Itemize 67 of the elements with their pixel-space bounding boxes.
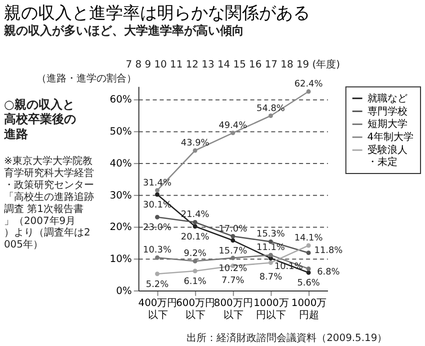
- text: 出所：経済財政諮問会議資料（2009.5.19）: [186, 332, 388, 344]
- y-tick-label: 0%: [116, 286, 132, 297]
- data-label: 15.7%: [218, 246, 248, 256]
- chart-title: 親の収入と進学率は明らかな関係がある: [4, 2, 310, 23]
- text: ※東京大学大学院教育学研究科大学経営・政策研究センター「高校生の進路追跡調査 第1次報告書」（2007年9月）より（調査年は2005年）: [4, 155, 94, 251]
- data-label: 7.7%: [222, 276, 244, 286]
- y-tick-label: 30%: [110, 190, 132, 202]
- data-label: 11.1%: [256, 243, 285, 254]
- data-label: 9.2%: [184, 249, 206, 260]
- data-label: 21.4%: [180, 210, 210, 220]
- point: [155, 192, 160, 197]
- point: [155, 255, 160, 260]
- legend-label: 短期大学: [367, 118, 408, 130]
- chart-subtitle: 親の収入が多いほど、大学進学率が高い傾向: [2, 24, 244, 38]
- data-label: 6.8%: [317, 268, 340, 278]
- point: [230, 130, 236, 136]
- point: [192, 148, 198, 153]
- x-tick-label: 1000万円超: [291, 298, 327, 321]
- data-label: 6.1%: [184, 276, 206, 287]
- point: [230, 238, 236, 243]
- data-label: 62.4%: [294, 80, 323, 90]
- point: [192, 220, 198, 224]
- x-tick-label: 600万円以下: [176, 298, 216, 321]
- data-label: 15.3%: [256, 230, 285, 240]
- x-tick-label: 800万円以下: [214, 298, 253, 321]
- y-tick-label: 40%: [110, 158, 132, 170]
- point: [230, 234, 236, 238]
- legend-label: 専門学校: [367, 105, 408, 118]
- data-label: 10.2%: [218, 264, 248, 274]
- legend-label: 受験浪人・未定: [367, 144, 408, 168]
- point: [192, 258, 198, 264]
- data-label: 11.8%: [314, 246, 343, 256]
- data-label: 10.3%: [143, 246, 172, 256]
- y-tick-label: 20%: [110, 222, 132, 234]
- point: [268, 114, 273, 118]
- y-tick-label: 50%: [110, 126, 132, 138]
- data-label: 49.4%: [218, 120, 248, 131]
- data-label: 20.1%: [180, 232, 210, 242]
- legend-label: 4年制大学: [367, 131, 414, 144]
- data-label: 54.8%: [256, 104, 285, 114]
- point: [192, 268, 198, 274]
- data-label: 31.4%: [143, 178, 172, 188]
- data-label: 23.0%: [143, 223, 172, 234]
- data-label: 43.9%: [180, 138, 210, 149]
- y-tick-label: 10%: [110, 254, 132, 266]
- text: ○親の収入と高校卒業後の進路: [2, 97, 76, 142]
- text: 7 8 9 10 11 12 13 14 15 16 17 18 19 (年度): [126, 58, 340, 70]
- point: [155, 214, 160, 220]
- point: [268, 252, 273, 258]
- point: [306, 250, 311, 256]
- data-label: 8.7%: [259, 272, 282, 283]
- x-tick-label: 1000万円以下: [254, 298, 289, 321]
- point: [230, 256, 236, 260]
- y-tick-label: 60%: [110, 94, 132, 106]
- data-label: 5.6%: [297, 278, 320, 289]
- point: [306, 243, 311, 248]
- data-label: 14.1%: [294, 234, 323, 244]
- x-tick-label: 400万円以下: [138, 298, 178, 321]
- data-label: 5.2%: [146, 280, 169, 290]
- point: [155, 188, 160, 193]
- legend-label: 就職など: [367, 92, 408, 104]
- point: [306, 266, 311, 271]
- y-axis-title: （進路・進学の割合）: [36, 72, 136, 84]
- point: [155, 272, 160, 276]
- point: [192, 224, 198, 229]
- point: [306, 89, 311, 94]
- point: [268, 260, 273, 265]
